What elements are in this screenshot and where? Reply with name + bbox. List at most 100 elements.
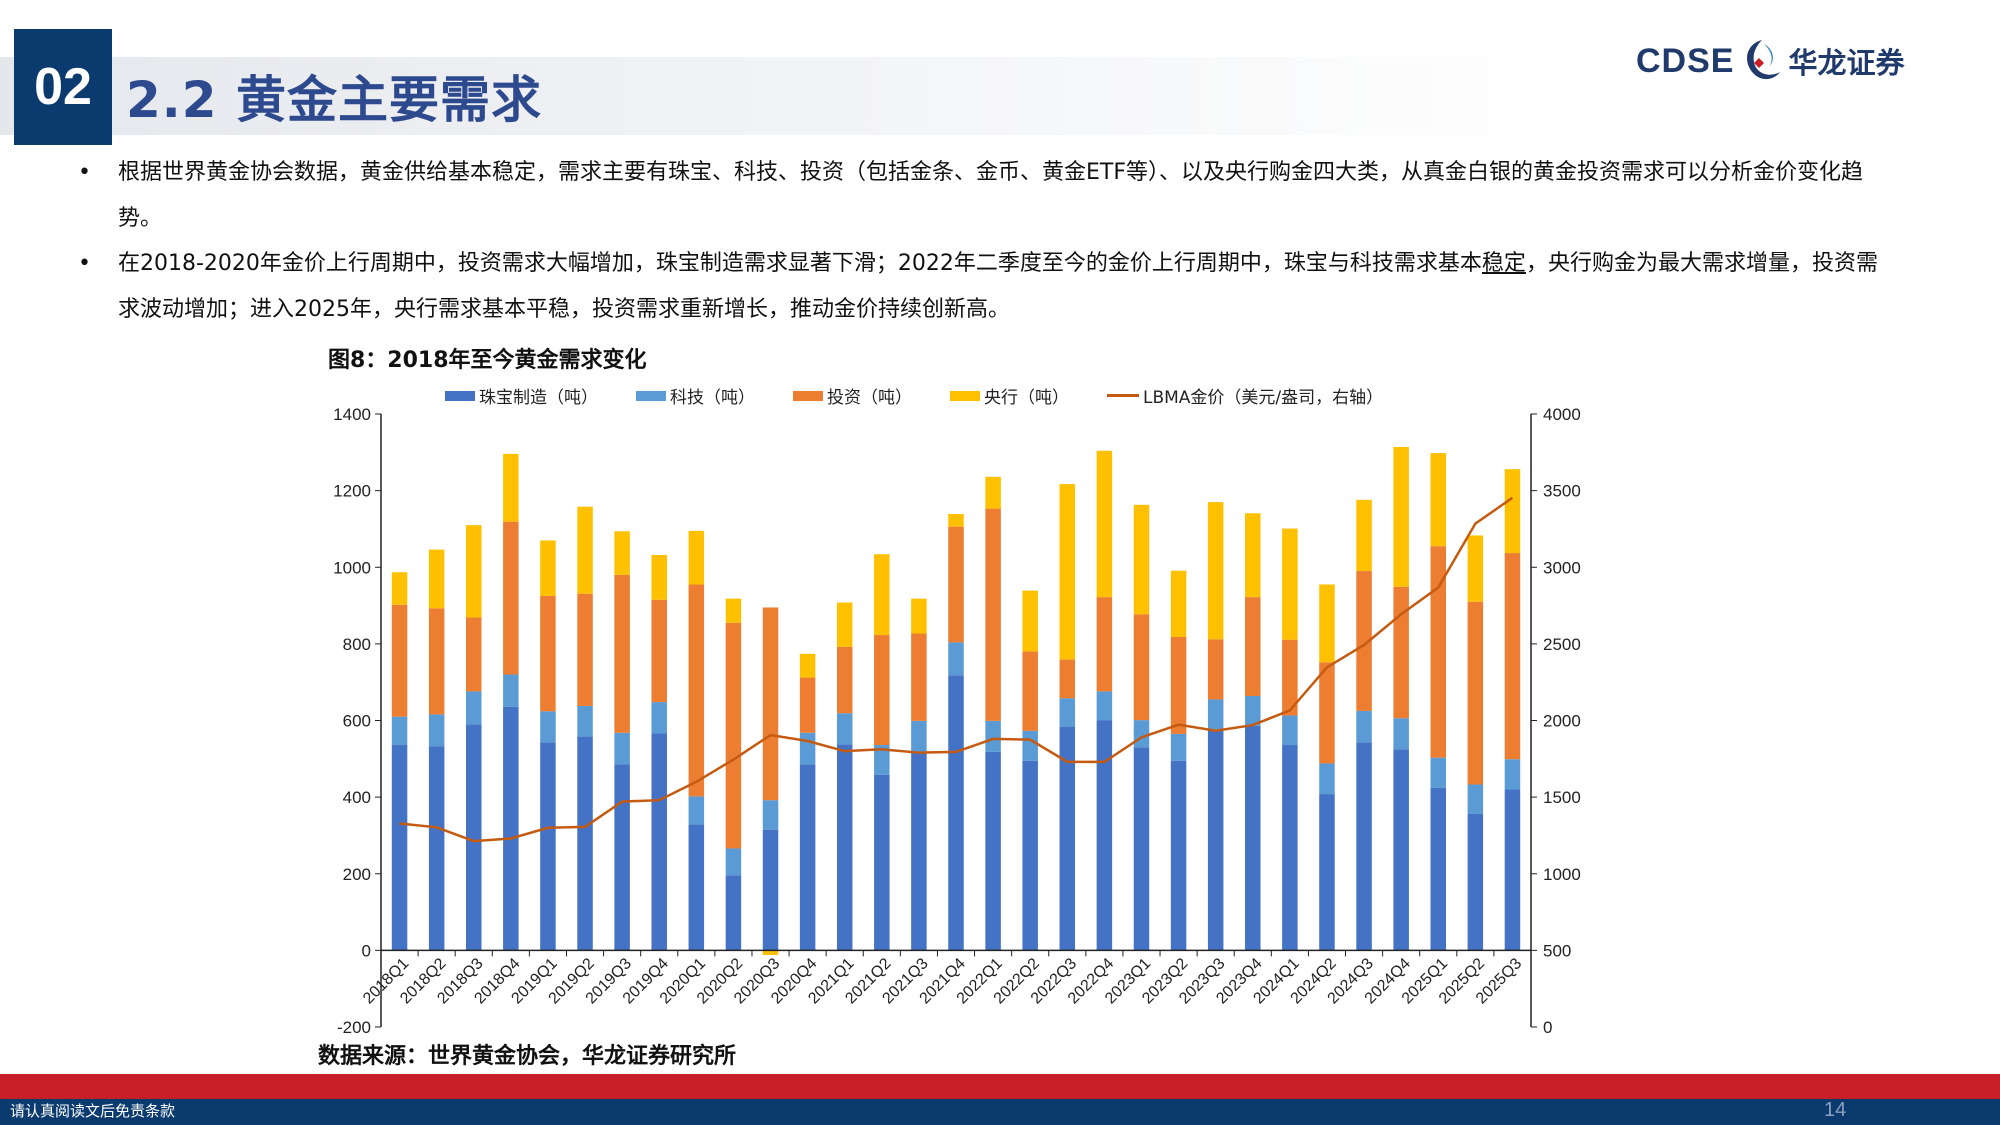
bar-segment bbox=[1096, 720, 1113, 951]
bar-segment bbox=[1430, 757, 1447, 788]
bar-segment bbox=[428, 714, 445, 747]
footer-red-band bbox=[0, 1074, 2000, 1099]
bar-segment bbox=[985, 720, 1001, 752]
right-tick-label: 1500 bbox=[1543, 788, 1581, 807]
bar-segment bbox=[1022, 760, 1038, 951]
legend-swatch bbox=[793, 390, 823, 401]
bar-segment bbox=[1207, 639, 1224, 700]
bar-segment bbox=[1282, 639, 1298, 716]
logo-swirl-icon bbox=[1747, 40, 1781, 80]
bar-segment bbox=[1356, 571, 1372, 711]
bar-segment bbox=[911, 598, 927, 634]
bar-segment bbox=[762, 829, 779, 951]
bar-segment bbox=[1319, 763, 1335, 795]
bar-segment bbox=[799, 677, 816, 733]
chart-title: 图8：2018年至今黄金需求变化 bbox=[328, 348, 647, 373]
bar-segment bbox=[1319, 794, 1335, 951]
bar-segment bbox=[948, 675, 964, 951]
bullet-underlined-text: 稳定 bbox=[1481, 251, 1526, 276]
bullet-text: 根据世界黄金协会数据，黄金供给基本稳定，需求主要有珠宝、科技、投资（包括金条、金… bbox=[118, 160, 1863, 231]
bar-segment bbox=[428, 549, 445, 609]
bar-segment bbox=[651, 554, 667, 600]
bar-segment bbox=[1282, 745, 1298, 951]
bar-segment bbox=[1319, 662, 1335, 764]
bar-segment bbox=[874, 774, 890, 951]
bar-segment bbox=[1170, 570, 1187, 637]
bar-segment bbox=[614, 531, 630, 575]
bar-segment bbox=[1245, 725, 1261, 951]
bar-segment bbox=[1133, 614, 1150, 721]
bar-segment bbox=[1207, 502, 1224, 640]
bar-segment bbox=[762, 800, 779, 830]
bar-segment bbox=[1467, 535, 1484, 602]
page-title: 2.2 黄金主要需求 bbox=[126, 71, 542, 129]
legend-item: 珠宝制造（吨） bbox=[445, 383, 598, 408]
bar-segment bbox=[1022, 730, 1038, 761]
logo-text-cn: 华龙证券 bbox=[1788, 46, 1905, 80]
bar-segment bbox=[577, 705, 593, 737]
left-tick-label: 1000 bbox=[333, 558, 371, 577]
bar-segment bbox=[428, 746, 445, 951]
bar-segment bbox=[874, 745, 890, 775]
bar-segment bbox=[688, 824, 705, 951]
legend-label: LBMA金价（美元/盎司，右轴） bbox=[1143, 388, 1384, 408]
bar-segment bbox=[577, 593, 593, 706]
bar-segment bbox=[1059, 698, 1076, 727]
bar-segment bbox=[1393, 718, 1409, 750]
bullet-text: ，央行购金为最大需求增量，投资需求波动增加；进入2025年，央行需求基本平稳，投… bbox=[118, 251, 1878, 322]
bar-segment bbox=[1504, 469, 1521, 554]
bar-segment bbox=[614, 764, 630, 951]
legend-item: 投资（吨） bbox=[793, 383, 912, 408]
header-band bbox=[0, 57, 2000, 135]
company-logo: CDSE 华龙证券 bbox=[1636, 38, 1904, 84]
bar-segment bbox=[688, 584, 705, 797]
bar-segment bbox=[688, 530, 705, 585]
left-tick-label: 600 bbox=[343, 712, 371, 731]
bar-segment bbox=[577, 506, 593, 594]
right-tick-label: 4000 bbox=[1543, 405, 1581, 424]
left-tick-label: 1400 bbox=[333, 405, 371, 424]
bar-segment bbox=[985, 751, 1001, 951]
bar-segment bbox=[577, 736, 593, 951]
bar-segment bbox=[651, 599, 667, 703]
chart-legend: 珠宝制造（吨） 科技（吨） 投资（吨） 央行（吨） LBMA金价（美元/盎司，右… bbox=[445, 383, 1383, 408]
bar-segment bbox=[1245, 695, 1261, 726]
right-tick-label: 1000 bbox=[1543, 865, 1581, 884]
legend-item: 央行（吨） bbox=[950, 383, 1069, 408]
left-tick-label: -200 bbox=[337, 1018, 371, 1037]
bar-segment bbox=[1467, 813, 1484, 951]
right-tick-label: 500 bbox=[1543, 941, 1571, 960]
bar-segment bbox=[948, 526, 964, 643]
legend-label: 投资（吨） bbox=[827, 388, 912, 408]
right-tick-label: 2000 bbox=[1543, 712, 1581, 731]
bar-segment bbox=[762, 950, 779, 955]
bar-segment bbox=[651, 733, 667, 951]
bullet-text: 在2018-2020年金价上行周期中，投资需求大幅增加，珠宝制造需求显著下滑；2… bbox=[118, 251, 1482, 276]
bar-segment bbox=[1133, 504, 1150, 615]
legend-label: 珠宝制造（吨） bbox=[479, 388, 598, 408]
bar-segment bbox=[1207, 729, 1224, 951]
bar-segment bbox=[1170, 636, 1187, 734]
bar-segment bbox=[725, 875, 742, 951]
bar-segment bbox=[1133, 747, 1150, 951]
bar-segment bbox=[911, 751, 927, 951]
bar-segment bbox=[836, 744, 853, 951]
bar-segment bbox=[1430, 453, 1447, 547]
left-tick-label: 0 bbox=[362, 941, 371, 960]
disclaimer-link[interactable]: 请认真阅读文后免责条款 bbox=[10, 1102, 176, 1120]
bar-segment bbox=[465, 724, 482, 951]
bar-segment bbox=[614, 574, 630, 733]
bullet-item: • 根据世界黄金协会数据，黄金供给基本稳定，需求主要有珠宝、科技、投资（包括金条、… bbox=[78, 160, 1863, 231]
bar-segment bbox=[391, 604, 408, 717]
legend-item: LBMA金价（美元/盎司，右轴） bbox=[1107, 383, 1383, 408]
left-tick-label: 1200 bbox=[333, 482, 371, 501]
legend-item: 科技（吨） bbox=[636, 383, 755, 408]
right-tick-label: 2500 bbox=[1543, 635, 1581, 654]
bar-segment bbox=[799, 653, 816, 678]
bar-segment bbox=[985, 476, 1001, 509]
bar-segment bbox=[1319, 584, 1335, 663]
bar-segment bbox=[1170, 760, 1187, 951]
bar-segment bbox=[1282, 715, 1298, 746]
left-tick-label: 400 bbox=[343, 788, 371, 807]
